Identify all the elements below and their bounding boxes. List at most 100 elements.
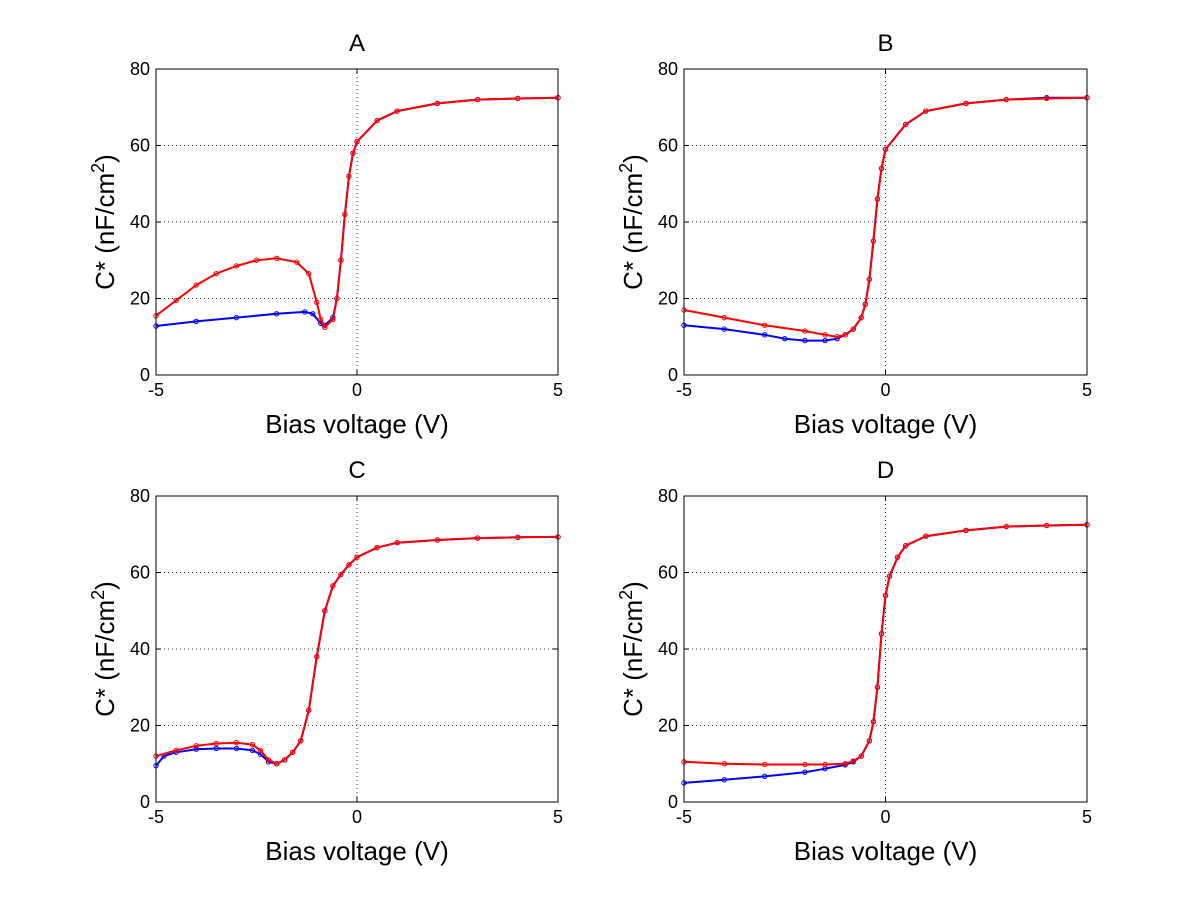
- chart-title: C: [348, 457, 365, 484]
- y-tick-label: 0: [140, 792, 150, 812]
- data-point: [874, 196, 881, 202]
- data-point: [474, 96, 481, 103]
- data-point: [306, 270, 312, 277]
- x-axis-label: Bias voltage (V): [794, 409, 978, 439]
- data-point: [866, 738, 873, 744]
- data-point: [298, 738, 304, 744]
- y-tick-label: 60: [130, 136, 150, 156]
- x-tick-label: -5: [676, 380, 692, 400]
- data-point: [257, 747, 264, 754]
- data-point: [302, 309, 308, 315]
- data-point: [334, 295, 340, 302]
- data-point: [878, 631, 885, 637]
- data-point: [878, 165, 885, 172]
- data-point: [902, 121, 909, 128]
- y-tick-label: 40: [658, 212, 678, 232]
- x-tick-label: -5: [148, 380, 164, 400]
- data-point: [802, 769, 808, 775]
- data-point: [173, 747, 179, 754]
- data-point: [374, 544, 380, 551]
- y-tick-label: 60: [658, 563, 678, 583]
- data-point: [213, 745, 220, 752]
- data-point: [330, 583, 336, 589]
- data-point: [515, 534, 521, 541]
- chart-title: A: [349, 30, 365, 57]
- y-tick-label: 80: [130, 486, 150, 506]
- x-tick-label: 0: [880, 807, 890, 827]
- data-point: [858, 314, 865, 321]
- data-point: [894, 554, 901, 560]
- x-axis-label: Bias voltage (V): [794, 836, 978, 866]
- data-point: [1044, 522, 1050, 529]
- data-point: [870, 718, 877, 725]
- data-point: [434, 100, 441, 107]
- data-point: [721, 326, 727, 332]
- data-point: [870, 238, 877, 244]
- data-point: [802, 337, 808, 344]
- data-point: [322, 608, 328, 614]
- data-point: [273, 761, 280, 767]
- data-point: [842, 761, 848, 767]
- data-point: [342, 211, 348, 218]
- x-tick-label: -5: [676, 807, 692, 827]
- data-point: [761, 322, 768, 328]
- y-tick-label: 80: [130, 59, 150, 79]
- data-point: [802, 761, 808, 768]
- data-point: [761, 761, 768, 768]
- data-point: [963, 100, 969, 107]
- data-point: [213, 740, 220, 747]
- data-point: [862, 301, 869, 307]
- data-point: [822, 337, 828, 344]
- y-axis-label: C* (nF/cm2): [88, 581, 120, 717]
- data-point: [822, 332, 828, 338]
- x-tick-label: 0: [352, 380, 362, 400]
- y-tick-label: 80: [658, 486, 678, 506]
- data-point: [354, 138, 360, 145]
- data-point: [193, 282, 199, 288]
- data-point: [394, 108, 400, 114]
- y-tick-label: 0: [668, 792, 678, 812]
- data-point: [761, 773, 768, 780]
- x-tick-label: -5: [148, 807, 164, 827]
- data-point: [902, 543, 909, 549]
- data-point: [761, 332, 768, 338]
- data-point: [249, 741, 256, 748]
- x-tick-label: 5: [1082, 807, 1092, 827]
- data-point: [721, 761, 727, 767]
- data-point: [265, 757, 272, 763]
- data-point: [306, 707, 312, 713]
- data-point: [273, 311, 280, 317]
- y-tick-label: 40: [658, 639, 678, 659]
- x-axis-label: Bias voltage (V): [265, 836, 449, 866]
- data-point: [314, 299, 320, 306]
- data-point: [374, 117, 380, 124]
- data-point: [330, 316, 336, 323]
- y-tick-label: 40: [130, 639, 150, 659]
- data-point: [289, 749, 296, 755]
- y-tick-label: 40: [130, 212, 150, 232]
- data-point: [294, 259, 300, 265]
- data-point: [394, 539, 400, 546]
- data-point: [850, 326, 856, 332]
- data-point: [842, 332, 848, 338]
- data-point: [882, 592, 889, 599]
- data-point: [273, 255, 280, 262]
- data-point: [1044, 95, 1050, 102]
- data-point: [346, 562, 352, 568]
- x-tick-label: 5: [553, 380, 563, 400]
- y-axis-label: C* (nF/cm2): [616, 581, 648, 717]
- y-tick-label: 0: [668, 365, 678, 385]
- x-tick-label: 0: [352, 807, 362, 827]
- data-point: [233, 740, 240, 746]
- data-point: [310, 311, 316, 317]
- data-point: [354, 554, 360, 560]
- x-axis-label: Bias voltage (V): [265, 409, 449, 439]
- data-point: [1003, 523, 1010, 530]
- data-point: [434, 537, 441, 543]
- data-point: [346, 173, 352, 179]
- series-line-red: [155, 535, 559, 765]
